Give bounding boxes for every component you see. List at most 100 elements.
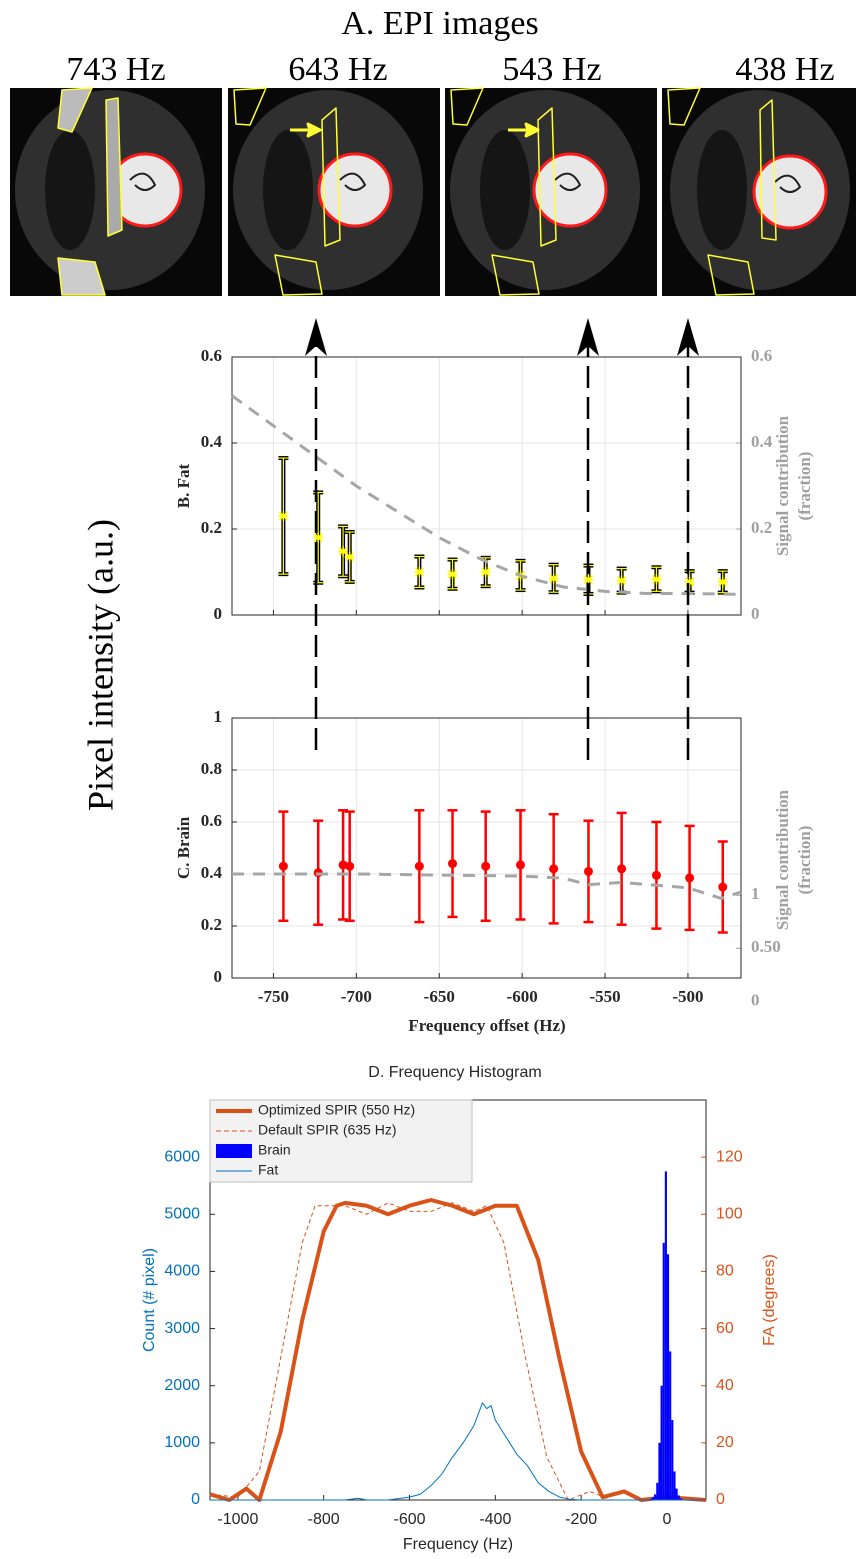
y-axis-label: Count (# pixel) [141,1248,158,1352]
x-tick-label: -700 [341,987,372,1006]
marker [549,864,558,873]
marker [481,567,491,577]
x-tick-label: -550 [589,987,620,1006]
panel-title: A. EPI images [341,5,538,42]
y-tick-label: 3000 [164,1320,200,1337]
x-tick-label: -600 [507,987,538,1006]
y-tick-label: 0.2 [201,915,222,934]
marker [685,873,694,882]
page: A. EPI images 743 Hz 643 Hz 543 Hz 438 H… [0,0,861,1559]
epi-image [10,88,222,296]
y2-axis-label: (fraction) [795,452,814,521]
y-tick-label: 0.6 [201,346,222,365]
y2-tick-label: 0.2 [751,518,772,537]
y-tick-label: 1 [214,707,223,726]
y2-tick-label: 1 [751,884,760,903]
y2-tick-label: 60 [716,1320,734,1337]
y-tick-label: 0 [214,604,223,623]
y2-axis-label: Signal contribution [773,415,792,556]
y2-tick-label: 100 [716,1206,743,1223]
legend-label: Fat [258,1162,278,1178]
x-tick-label: -400 [479,1511,511,1528]
chart: 0 0.2 0.4 0.6 0 0.2 0.4 0.6 B. Fat Signal contrib… [174,346,814,623]
marker [414,567,424,577]
histogram-bar [663,1243,665,1500]
y-tick-label: 4000 [164,1263,200,1280]
marker [651,574,661,584]
x-axis-label: Frequency offset (Hz) [408,1016,565,1035]
x-tick-label: -750 [258,987,289,1006]
y-tick-label: 0.2 [201,518,222,537]
marker [685,577,695,587]
legend-label: Brain [258,1142,291,1158]
histogram-bar [678,1495,680,1500]
marker [718,577,728,587]
marker [549,573,559,583]
charts: 0 0.2 0.4 0.6 0 0.2 0.4 0.6 B. Fat Signal contrib… [141,346,814,1553]
shared-y-label: Pixel intensity (a.u.) [80,519,120,811]
y2-axis-label: (fraction) [795,826,814,895]
legend-label: Default SPIR (635 Hz) [258,1122,397,1138]
marker [415,862,424,871]
y-tick-label: 5000 [164,1206,200,1223]
y2-tick-label: 0 [751,990,760,1009]
y2-axis-label: Signal contribution [773,789,792,930]
chart-title: D. Frequency Histogram [368,1064,541,1081]
y-tick-label: 2000 [164,1377,200,1394]
marker [345,552,355,562]
y-tick-label: 0.4 [201,432,223,451]
x-tick-label: -800 [308,1511,340,1528]
image-label: 438 Hz [735,51,834,88]
y-axis-label: B. Fat [174,463,193,508]
epi-images [10,88,856,296]
histogram-bar [658,1443,660,1500]
histogram-bar [676,1489,678,1500]
marker [279,862,288,871]
histogram-bar [669,1351,671,1500]
y2-tick-label: 0.4 [751,432,773,451]
marker [617,864,626,873]
histogram-bar [661,1386,663,1500]
histogram-bar [673,1471,675,1500]
epi-image [445,88,657,296]
figure: A. EPI images 743 Hz 643 Hz 543 Hz 438 H… [0,0,861,1559]
marker [584,867,593,876]
histogram-bar [656,1483,658,1500]
x-tick-label: -200 [565,1511,597,1528]
marker [313,533,323,543]
y2-tick-label: 80 [716,1263,734,1280]
arrow-heads [305,318,699,356]
y2-axis-label: FA (degrees) [761,1254,778,1346]
epi-image [662,88,856,296]
y-tick-label: 0 [191,1491,200,1508]
marker [278,511,288,521]
x-tick-label: -600 [393,1511,425,1528]
y2-tick-label: 120 [716,1148,743,1165]
marker [516,860,525,869]
y-tick-label: 0.6 [201,811,222,830]
marker [448,859,457,868]
histogram-bar [671,1420,673,1500]
x-tick-label: -1000 [217,1511,258,1528]
legend-swatch [216,1144,252,1158]
histogram-bar [654,1494,656,1500]
x-tick-label: -650 [424,987,455,1006]
y-tick-label: 0 [214,967,223,986]
marker [652,871,661,880]
epi-image [228,88,440,296]
y-tick-label: 0.4 [201,863,223,882]
y-axis-label: C. Brain [174,816,193,879]
marker [345,862,354,871]
histogram-bar [667,1254,669,1500]
marker [481,862,490,871]
x-tick-label: -500 [672,987,703,1006]
y2-tick-label: 0 [716,1491,725,1508]
y2-tick-label: 40 [716,1377,734,1394]
image-label: 643 Hz [288,51,387,88]
marker [718,883,727,892]
y2-tick-label: 0 [751,604,760,623]
x-axis-label: Frequency (Hz) [403,1536,513,1553]
y2-tick-label: 0.6 [751,346,772,365]
marker [448,569,458,579]
marker [617,576,627,586]
